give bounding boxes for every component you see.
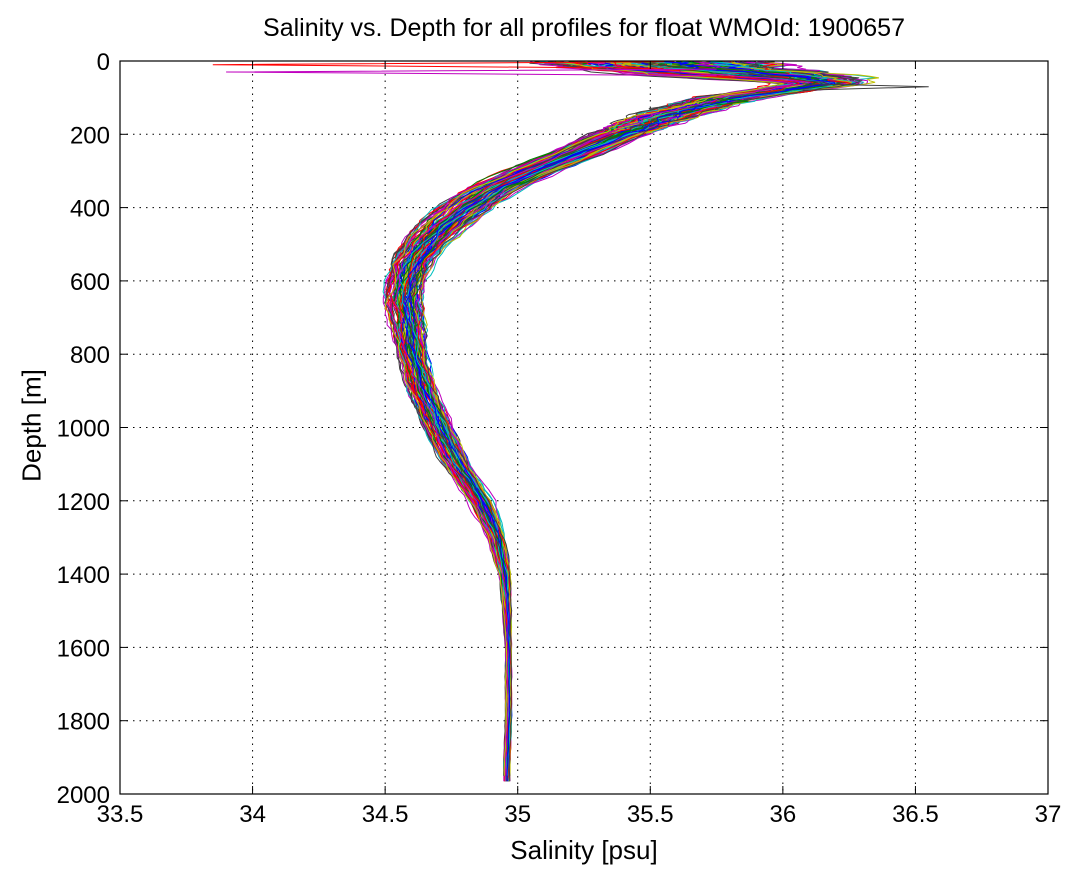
profile-line <box>394 61 812 776</box>
x-tick-label: 36 <box>770 801 797 828</box>
profile-line <box>384 61 784 776</box>
x-tick-label: 34.5 <box>362 801 409 828</box>
y-tick-label: 600 <box>70 269 110 296</box>
profile-lines <box>212 61 929 782</box>
y-tick-label: 1000 <box>57 416 110 443</box>
axis-ticks: 33.5 34 34.5 35 35.5 36 36.5 37 0 200 400 600 800 100… <box>57 49 1062 828</box>
y-tick-label: 0 <box>97 49 110 76</box>
x-tick-label: 35 <box>504 801 531 828</box>
y-tick-label: 1600 <box>57 635 110 662</box>
profile-line <box>404 61 836 782</box>
profile-line <box>418 61 863 782</box>
y-tick-label: 2000 <box>57 782 110 809</box>
y-tick-label: 400 <box>70 196 110 223</box>
plot-background <box>120 61 1048 794</box>
profile-line <box>399 61 800 776</box>
y-axis-label: Depth [m] <box>16 369 47 482</box>
y-tick-label: 1800 <box>57 709 110 736</box>
extreme-profile-line <box>802 83 929 91</box>
x-tick-label: 33.5 <box>97 801 144 828</box>
y-tick-label: 1200 <box>57 489 110 516</box>
extreme-profile-line <box>212 61 664 69</box>
x-tick-label: 35.5 <box>627 801 674 828</box>
x-tick-label: 36.5 <box>892 801 939 828</box>
y-tick-label: 200 <box>70 122 110 149</box>
x-tick-label: 34 <box>239 801 266 828</box>
x-tick-label: 37 <box>1035 801 1062 828</box>
x-axis-label: Salinity [psu] <box>510 835 658 865</box>
chart-title: Salinity vs. Depth for all profiles for … <box>263 14 905 42</box>
y-tick-label: 800 <box>70 342 110 369</box>
extreme-profile-line <box>716 97 749 106</box>
profile-line <box>384 61 781 776</box>
extreme-profile-line <box>226 68 717 77</box>
y-tick-label: 1400 <box>57 562 110 589</box>
